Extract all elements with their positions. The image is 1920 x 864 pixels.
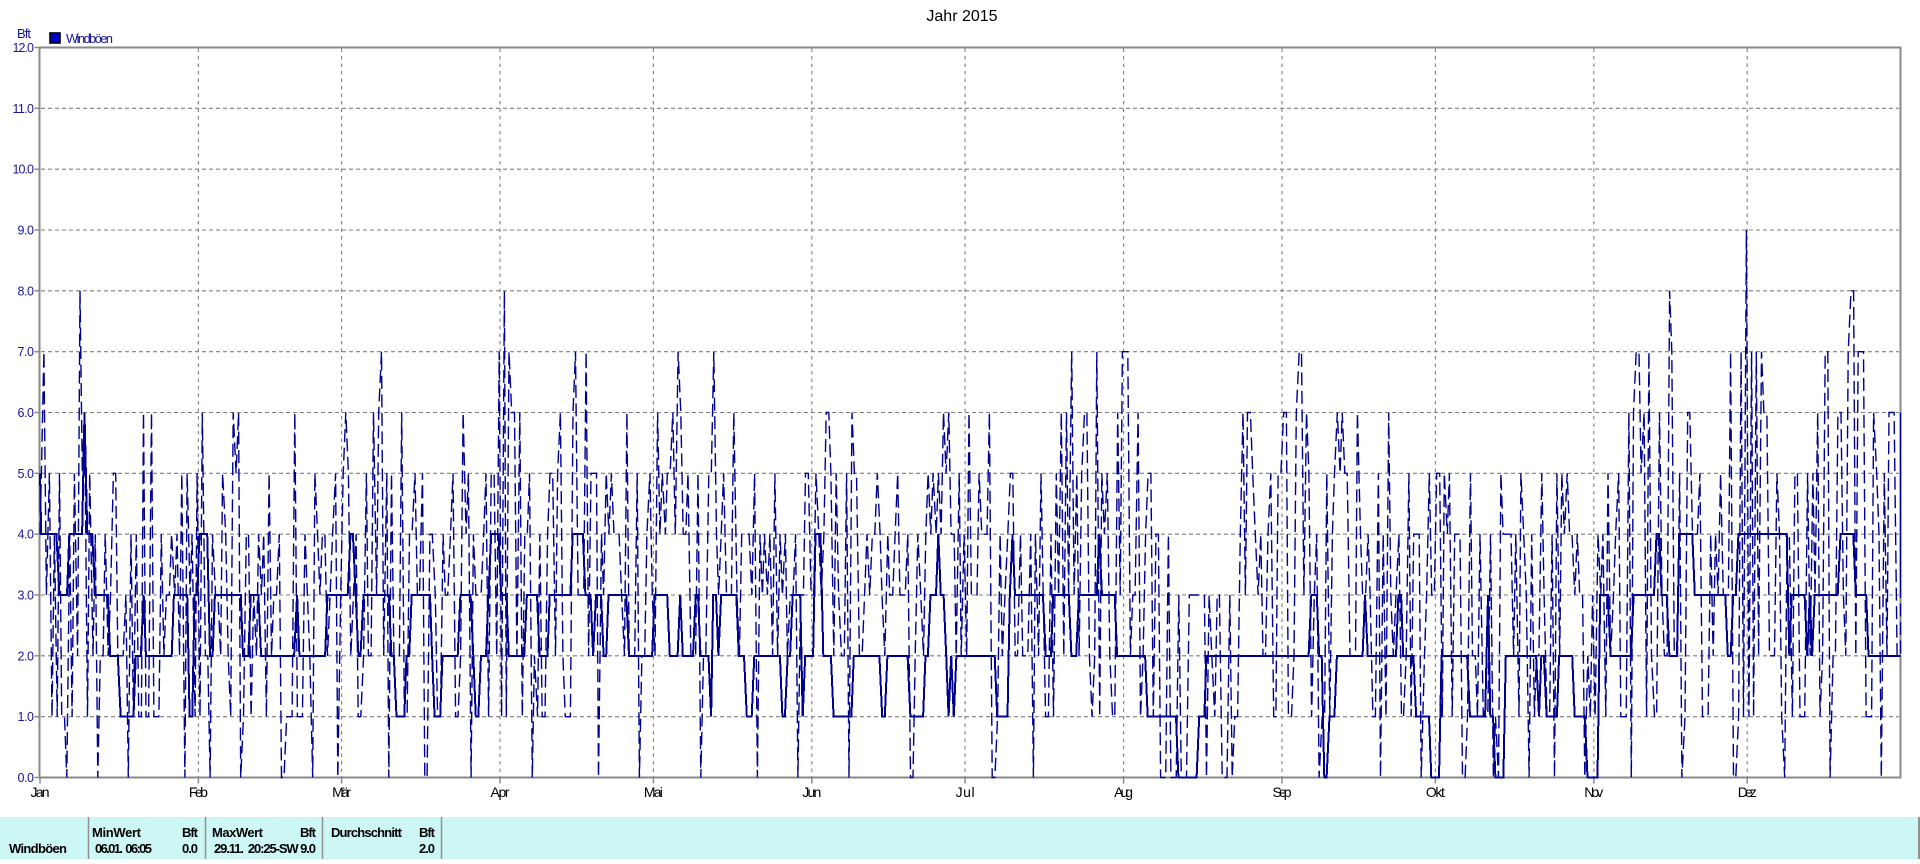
svg-text:06.01. 06:05: 06.01. 06:05	[95, 841, 152, 856]
svg-text:29.11. 20:25-SW 9.0: 29.11. 20:25-SW 9.0	[214, 841, 316, 856]
svg-text:Mär: Mär	[332, 784, 351, 800]
svg-text:8.0: 8.0	[18, 284, 35, 298]
svg-text:Bft: Bft	[17, 26, 31, 41]
svg-text:7.0: 7.0	[18, 345, 35, 359]
svg-text:Bft: Bft	[419, 825, 436, 840]
svg-text:Nov: Nov	[1584, 784, 1603, 800]
svg-text:Jan: Jan	[31, 784, 50, 800]
svg-text:0.0: 0.0	[182, 841, 198, 856]
svg-text:5.0: 5.0	[18, 467, 35, 481]
svg-text:Jahr 2015: Jahr 2015	[926, 8, 997, 25]
svg-text:6.0: 6.0	[18, 406, 35, 420]
svg-text:Windböen: Windböen	[66, 31, 113, 46]
svg-text:Dez: Dez	[1738, 784, 1757, 800]
svg-text:4.0: 4.0	[18, 528, 35, 542]
svg-text:3.0: 3.0	[18, 589, 35, 603]
svg-text:Feb: Feb	[189, 784, 208, 800]
svg-text:11.0: 11.0	[13, 102, 35, 116]
svg-text:0.0: 0.0	[18, 771, 35, 785]
svg-text:Windböen: Windböen	[9, 841, 67, 856]
svg-text:2.0: 2.0	[419, 841, 435, 856]
svg-text:Aug: Aug	[1114, 784, 1133, 800]
svg-text:10.0: 10.0	[13, 163, 35, 177]
svg-text:Durchschnitt: Durchschnitt	[331, 825, 403, 840]
svg-text:9.0: 9.0	[18, 224, 35, 238]
svg-text:Sep: Sep	[1273, 784, 1292, 800]
svg-text:Apr: Apr	[491, 784, 510, 800]
svg-text:Okt: Okt	[1426, 784, 1445, 800]
svg-text:Mai: Mai	[644, 784, 663, 800]
svg-text:Bft: Bft	[182, 825, 199, 840]
svg-text:Bft: Bft	[300, 825, 317, 840]
svg-text:Jun: Jun	[802, 784, 821, 800]
svg-text:Jul: Jul	[956, 784, 975, 800]
svg-text:MinWert: MinWert	[92, 825, 142, 840]
svg-text:12.0: 12.0	[13, 41, 35, 55]
svg-text:2.0: 2.0	[18, 649, 35, 663]
svg-text:1.0: 1.0	[18, 710, 35, 724]
svg-text:MaxWert: MaxWert	[212, 825, 264, 840]
